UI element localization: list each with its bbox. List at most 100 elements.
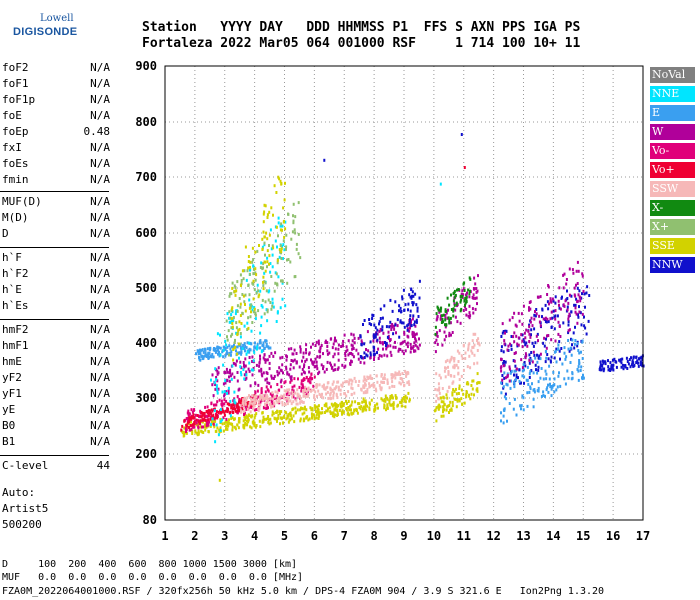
echo-point xyxy=(235,331,238,335)
echo-point xyxy=(243,413,245,416)
echo-point xyxy=(581,272,584,276)
echo-point xyxy=(282,243,285,247)
echo-point xyxy=(524,352,527,356)
echo-point xyxy=(229,347,232,351)
echo-point xyxy=(244,422,247,425)
echo-point xyxy=(275,411,278,414)
echo-point xyxy=(373,355,376,358)
echo-point xyxy=(225,367,228,371)
echo-point xyxy=(409,314,412,318)
echo-point xyxy=(444,318,447,322)
echo-point xyxy=(280,257,283,260)
echo-point xyxy=(469,397,472,401)
echo-point xyxy=(462,287,465,291)
echo-point xyxy=(528,376,531,379)
echo-point xyxy=(302,394,305,398)
echo-point xyxy=(243,342,246,346)
echo-point xyxy=(636,359,639,363)
echo-point xyxy=(537,368,540,372)
echo-point xyxy=(230,406,233,410)
echo-point xyxy=(332,380,335,384)
echo-point xyxy=(563,346,566,350)
echo-point xyxy=(246,341,249,345)
echo-point xyxy=(509,371,512,375)
echo-point xyxy=(305,376,308,380)
echo-point xyxy=(398,347,401,351)
echo-point xyxy=(302,370,305,374)
echo-point xyxy=(535,334,538,338)
echo-point xyxy=(464,296,467,300)
echo-point xyxy=(218,430,221,434)
echo-point xyxy=(528,308,530,312)
echo-point xyxy=(258,406,261,410)
echo-point xyxy=(248,293,251,297)
echo-point xyxy=(225,390,228,394)
echo-point xyxy=(230,417,233,420)
echo-point xyxy=(360,405,363,409)
echo-point xyxy=(349,404,352,408)
echo-point xyxy=(225,319,228,323)
echo-point xyxy=(250,310,252,314)
echo-point xyxy=(239,404,242,408)
echo-point xyxy=(216,391,219,395)
legend-item: NoVal xyxy=(650,67,695,83)
echo-point xyxy=(402,340,405,344)
param-row: B1 N/A xyxy=(2,435,110,451)
echo-point xyxy=(230,313,233,317)
echo-point xyxy=(216,389,219,393)
echo-point xyxy=(474,296,477,300)
echo-point xyxy=(535,368,537,372)
echo-point xyxy=(259,331,262,335)
echo-point xyxy=(553,383,556,387)
echo-point xyxy=(232,399,235,403)
echo-point xyxy=(209,415,212,419)
echo-point xyxy=(383,403,386,407)
echo-point xyxy=(577,315,580,319)
echo-point xyxy=(356,411,359,415)
echo-point xyxy=(236,345,239,349)
echo-point xyxy=(229,414,232,418)
echo-point xyxy=(272,246,275,250)
echo-point xyxy=(265,385,268,389)
echo-point xyxy=(408,399,411,403)
echo-point xyxy=(333,408,336,412)
echo-point xyxy=(209,411,212,415)
echo-point xyxy=(637,361,639,365)
echo-point xyxy=(206,347,209,351)
param-value: N/A xyxy=(90,77,110,90)
echo-point xyxy=(409,326,411,330)
echo-point xyxy=(214,416,217,420)
echo-point xyxy=(604,362,607,366)
param-name: yE xyxy=(2,403,16,416)
echo-point xyxy=(458,384,461,388)
echo-point xyxy=(268,361,271,365)
echo-point xyxy=(251,260,254,264)
echo-point xyxy=(254,346,257,350)
echo-point xyxy=(383,373,386,377)
echo-point xyxy=(193,425,196,429)
echo-point xyxy=(407,380,410,384)
echo-point xyxy=(246,407,249,411)
echo-point xyxy=(289,363,292,367)
echo-point xyxy=(535,308,538,311)
echo-point xyxy=(243,365,246,369)
echo-point xyxy=(294,231,297,235)
echo-point xyxy=(252,310,255,314)
echo-point xyxy=(412,345,415,348)
echo-point xyxy=(362,323,364,326)
echo-point xyxy=(410,287,413,291)
echo-point xyxy=(563,377,566,381)
echo-point xyxy=(550,310,553,314)
echo-point xyxy=(242,361,245,364)
echo-point xyxy=(280,222,283,226)
echo-point xyxy=(255,408,258,411)
echo-point xyxy=(478,381,481,385)
echo-point xyxy=(448,321,451,325)
echo-point xyxy=(538,320,541,324)
echo-point xyxy=(345,408,348,412)
echo-point xyxy=(601,364,603,368)
echo-point xyxy=(534,356,537,360)
echo-point xyxy=(576,260,579,264)
echo-point xyxy=(300,400,303,404)
echo-point xyxy=(294,391,297,395)
